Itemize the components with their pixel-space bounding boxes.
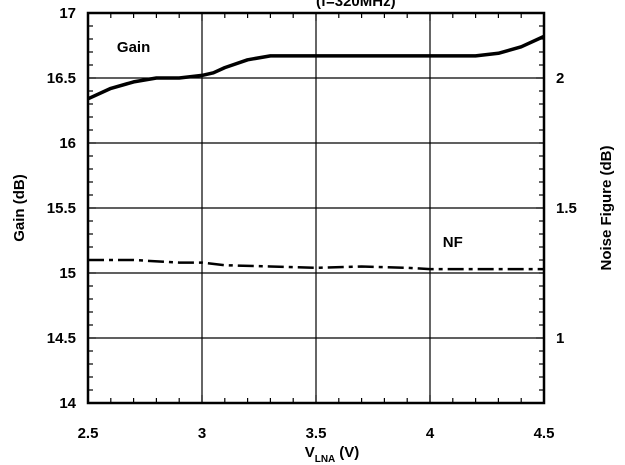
x-axis-title-sub: LNA [315,454,336,465]
plot-frame [86,11,546,405]
chart-title: (f=320MHz) [316,0,396,10]
y-left-tick-label-3: 15.5 [47,200,76,217]
y-axis-right-title: Noise Figure (dB) [598,145,615,270]
y-left-tick-label-0: 14 [59,395,76,412]
y-right-tick-labels: 11.52 [556,70,577,347]
series-line-nf [88,258,544,271]
annotations: Gain NF [117,39,463,251]
series-label-gain: Gain [117,39,150,56]
y-axis-left-title: Gain (dB) [11,174,28,242]
x-tick-label-0: 2.5 [78,425,99,442]
y-left-tick-label-2: 15 [59,265,76,282]
y-right-tick-label-0: 1 [556,330,564,347]
x-tick-label-3: 4 [426,425,435,442]
x-tick-labels: 2.5 3 3.5 4 4.5 [78,425,555,442]
series-line-gain [87,34,545,101]
y-left-tick-label-4: 16 [59,135,76,152]
x-axis-title-main: V [305,444,315,461]
x-axis-title: VLNA (V) [305,444,360,465]
y-left-tick-label-6: 17 [59,5,76,22]
y-left-tick-label-1: 14.5 [47,330,76,347]
y-right-tick-label-2: 2 [556,70,564,87]
y-left-tick-labels: 14 14.5 15 15.5 16 16.5 17 [47,5,77,412]
x-axis-title-unit: (V) [339,444,359,461]
x-tick-label-2: 3.5 [306,425,327,442]
grid [87,12,545,404]
x-tick-label-4: 4.5 [534,425,555,442]
x-tick-label-1: 3 [198,425,206,442]
y-left-tick-label-5: 16.5 [47,70,76,87]
series-label-nf: NF [443,234,463,251]
y-right-tick-label-1: 1.5 [556,200,577,217]
series-layer [87,34,545,271]
